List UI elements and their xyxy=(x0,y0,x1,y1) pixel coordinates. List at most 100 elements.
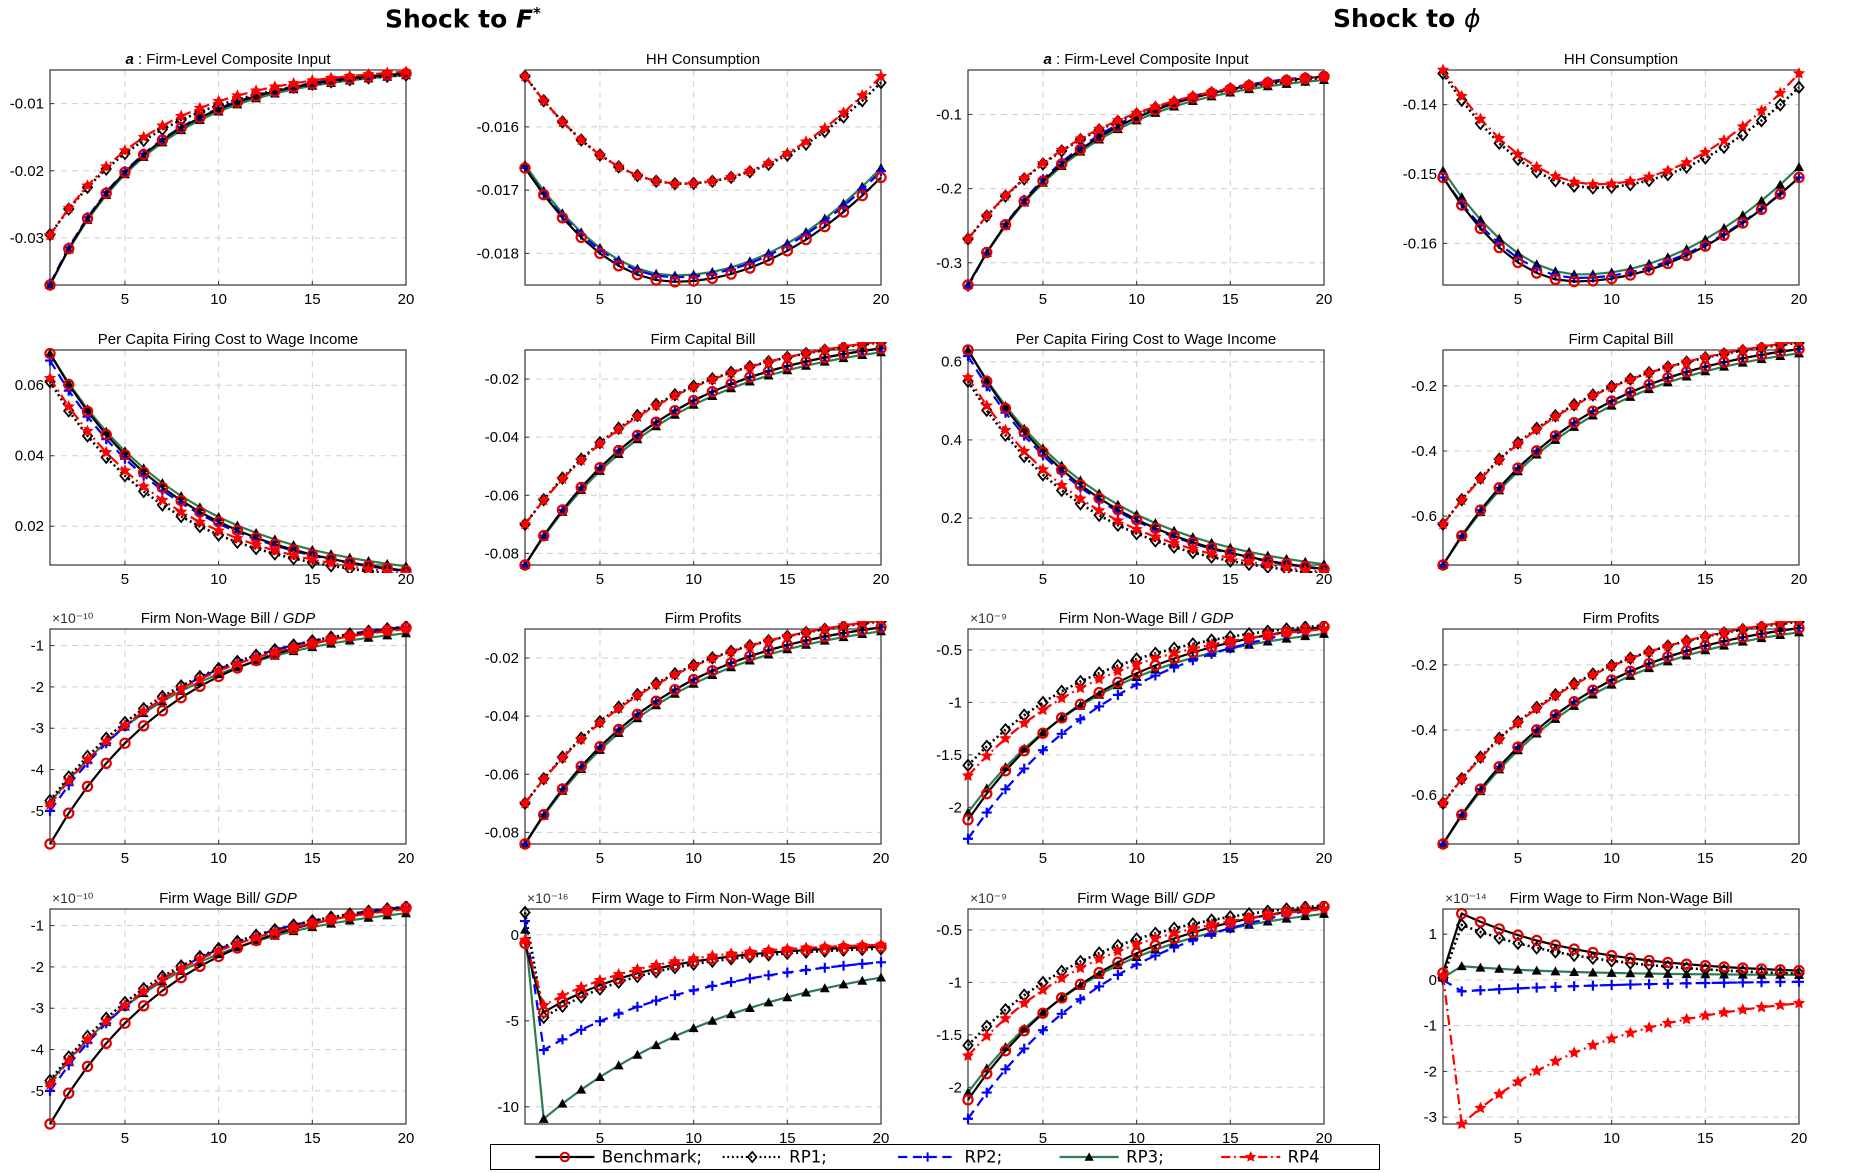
data-point xyxy=(799,135,813,147)
data-point xyxy=(1530,700,1543,715)
x-tick-label: 10 xyxy=(1128,1130,1145,1147)
data-point xyxy=(837,342,850,352)
data-point xyxy=(1243,557,1255,572)
series-rp3 xyxy=(45,628,411,807)
data-point xyxy=(706,949,719,962)
data-point xyxy=(1774,86,1787,99)
x-tick-label: 10 xyxy=(210,850,227,867)
data-point xyxy=(1056,1008,1067,1019)
data-point xyxy=(631,962,644,975)
data-point xyxy=(62,774,75,786)
data-point xyxy=(119,737,131,749)
data-point xyxy=(837,939,850,952)
x-tick-label: 15 xyxy=(779,1130,796,1147)
data-point xyxy=(343,69,356,82)
chart-svg-14: Firm Wage to Firm Non-Wage Bill ×10⁻¹⁶ 5 10… xyxy=(497,890,889,1147)
data-point xyxy=(963,1087,973,1097)
data-point xyxy=(174,109,188,122)
data-point xyxy=(249,84,263,97)
data-point xyxy=(1112,689,1123,700)
data-point xyxy=(669,404,681,417)
series-rp2 xyxy=(520,343,886,570)
data-point xyxy=(1605,674,1618,686)
data-point xyxy=(1018,996,1031,1009)
data-point xyxy=(1587,967,1598,977)
data-point xyxy=(1131,951,1142,961)
data-point xyxy=(800,233,812,246)
data-point xyxy=(1643,657,1655,670)
data-point xyxy=(1530,934,1543,947)
series-line-rp1 xyxy=(48,380,398,573)
section-title-right: Shock to ϕ xyxy=(1333,4,1480,33)
data-point xyxy=(612,700,625,715)
data-point xyxy=(174,961,188,974)
series-rp4 xyxy=(518,342,885,530)
data-point xyxy=(1131,959,1142,970)
x-tick-label: 20 xyxy=(1316,850,1333,867)
data-point xyxy=(1624,373,1637,385)
plot-frame xyxy=(967,628,1325,845)
data-point xyxy=(1662,257,1674,270)
data-point xyxy=(343,559,356,572)
data-point xyxy=(999,218,1012,231)
data-point xyxy=(856,89,869,101)
data-point xyxy=(1037,745,1048,756)
data-point xyxy=(980,749,993,762)
data-point xyxy=(137,466,150,478)
plot-area xyxy=(961,344,1331,573)
y-tick-label: -0.4 xyxy=(1411,722,1437,739)
data-point xyxy=(175,971,187,984)
data-point xyxy=(137,1000,150,1012)
data-point xyxy=(381,66,394,79)
x-tick-label: 10 xyxy=(1128,571,1145,588)
data-point xyxy=(800,355,812,368)
data-point xyxy=(519,838,531,850)
y-tick-label: -0.02 xyxy=(10,163,44,180)
y-tick-label: -0.15 xyxy=(1403,166,1437,183)
data-point xyxy=(44,838,56,850)
data-point xyxy=(1438,165,1448,175)
data-point xyxy=(1075,994,1086,1005)
data-point xyxy=(1737,210,1748,220)
series-line-rp4 xyxy=(49,628,407,806)
data-point xyxy=(194,111,206,124)
data-point xyxy=(1037,1007,1049,1019)
data-point xyxy=(874,938,888,951)
data-point xyxy=(612,967,625,980)
data-point xyxy=(1019,1043,1030,1054)
data-point xyxy=(1624,952,1637,964)
data-point xyxy=(876,957,886,968)
series-benchmark xyxy=(519,342,887,571)
y-tick-label: -5 xyxy=(31,1083,44,1100)
data-point xyxy=(1475,962,1486,972)
x-tick-label: 20 xyxy=(873,291,890,308)
data-point xyxy=(306,555,319,570)
data-point xyxy=(1719,223,1730,233)
data-point xyxy=(1493,241,1505,254)
data-point xyxy=(819,962,830,973)
x-tick-label: 20 xyxy=(1791,1130,1808,1147)
data-point xyxy=(1493,923,1505,935)
data-point xyxy=(1092,504,1106,516)
data-point xyxy=(819,630,831,643)
y-tick-label: 0.6 xyxy=(941,354,962,371)
x-tick-label: 20 xyxy=(398,1130,415,1147)
x-tick-label: 20 xyxy=(1791,291,1808,308)
data-point xyxy=(669,990,680,1001)
data-point xyxy=(324,71,338,84)
data-point xyxy=(1718,963,1730,978)
chart-svg-3: a : Firm-Level Composite Input 5 10 15 20 -0.… xyxy=(936,51,1332,308)
y-tick-label: -1 xyxy=(1424,1018,1437,1035)
data-point xyxy=(1530,941,1543,955)
series-line-rp4 xyxy=(49,70,407,236)
data-point xyxy=(1605,177,1618,190)
data-point xyxy=(1093,492,1105,504)
data-point xyxy=(1092,122,1106,135)
axis-exponent: ×10⁻⁹ xyxy=(970,890,1007,906)
series-rp3 xyxy=(45,348,411,571)
data-point xyxy=(1719,977,1730,988)
series-rp3 xyxy=(963,345,1329,569)
data-point xyxy=(981,375,993,387)
chart-title: Firm Non-Wage Bill / GDP xyxy=(1059,610,1233,627)
data-point xyxy=(287,640,300,653)
